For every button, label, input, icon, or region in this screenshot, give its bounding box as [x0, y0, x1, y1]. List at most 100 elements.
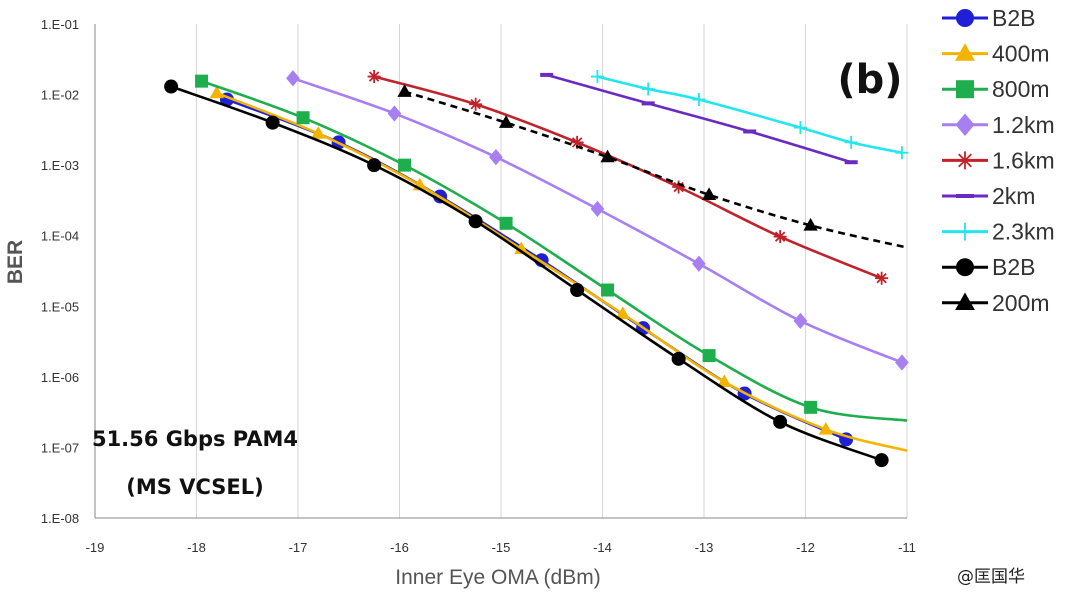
series-line — [201, 79, 908, 422]
y-tick-label: 1.E-07 — [41, 440, 79, 455]
y-tick-label: 1.E-08 — [41, 511, 79, 526]
legend-marker — [956, 222, 974, 241]
axes: -19 -18 -17 -16 -15 -14 -13 -12 -11 1.E-08 1.E-07 1… — [41, 17, 916, 555]
data-point — [773, 414, 788, 429]
legend-entry-4: 1.6km — [942, 147, 1055, 173]
data-point — [498, 115, 514, 128]
x-tick-label: -15 — [492, 540, 511, 555]
legend-marker — [955, 43, 975, 61]
series-line — [170, 85, 883, 462]
series-3 — [286, 70, 909, 371]
data-point — [804, 400, 818, 414]
legend-label: 2km — [992, 183, 1035, 209]
y-tick-label: 1.E-01 — [41, 17, 79, 32]
data-point — [803, 217, 818, 231]
data-point — [743, 129, 757, 134]
data-point — [717, 374, 732, 388]
data-point — [895, 146, 909, 160]
data-point — [844, 160, 858, 165]
data-point — [311, 126, 326, 139]
legend-entry-7: B2B — [942, 254, 1035, 280]
data-point — [367, 158, 382, 173]
legend-marker — [955, 292, 975, 310]
data-point — [875, 271, 889, 285]
legend-label: 1.2km — [992, 112, 1055, 138]
series-5 — [540, 72, 858, 165]
data-point — [540, 72, 554, 77]
data-point — [209, 85, 224, 99]
data-point — [601, 283, 615, 297]
annotation-line-2: (MS VCSEL) — [126, 475, 263, 499]
data-point — [164, 79, 179, 94]
y-tick-label: 1.E-04 — [41, 229, 79, 244]
x-tick-label: -17 — [289, 540, 308, 555]
x-tick-label: -12 — [796, 540, 815, 555]
x-axis-title: Inner Eye OMA (dBm) — [395, 566, 600, 589]
data-point — [469, 97, 483, 111]
data-point — [265, 115, 280, 130]
data-point — [773, 230, 787, 244]
data-point — [701, 187, 717, 200]
data-point — [793, 121, 807, 135]
x-tick-label: -11 — [898, 540, 916, 555]
legend-marker — [956, 151, 974, 170]
x-tick-label: -19 — [86, 540, 105, 555]
legend-entry-1: 400m — [942, 41, 1050, 67]
y-tick-label: 1.E-05 — [41, 299, 79, 314]
data-point — [398, 158, 412, 172]
series-6 — [590, 70, 909, 160]
data-point — [570, 135, 584, 149]
y-tick-label: 1.E-02 — [41, 88, 79, 103]
legend-entry-5: 2km — [942, 183, 1035, 209]
data-point — [874, 453, 889, 468]
annotation-line-1: 51.56 Gbps PAM4 — [92, 427, 298, 451]
legend-marker — [956, 258, 974, 277]
data-point — [641, 101, 655, 106]
data-point — [600, 149, 615, 163]
data-point — [672, 180, 686, 194]
data-point — [702, 349, 716, 363]
data-point — [671, 351, 686, 366]
data-point — [499, 216, 513, 230]
grid — [94, 24, 908, 518]
data-point — [489, 148, 503, 166]
x-tick-label: -13 — [695, 540, 714, 555]
data-point — [514, 241, 529, 255]
data-point — [818, 421, 833, 435]
series-layer — [164, 70, 909, 468]
data-point — [296, 111, 310, 125]
y-tick-label: 1.E-03 — [41, 158, 79, 173]
data-point — [590, 70, 604, 84]
legend-entry-8: 200m — [942, 290, 1050, 316]
x-tick-label: -18 — [187, 540, 206, 555]
legend-marker — [956, 9, 974, 27]
data-point — [468, 214, 483, 229]
legend-label: 1.6km — [992, 147, 1055, 173]
series-line — [216, 91, 908, 452]
data-point — [692, 93, 706, 107]
legend-label: 400m — [992, 41, 1050, 67]
watermark: @匡国华 — [957, 567, 1025, 587]
y-tick-label: 1.E-06 — [41, 370, 79, 385]
series-2 — [195, 74, 908, 422]
series-8 — [397, 84, 908, 249]
series-7 — [164, 79, 889, 468]
legend-entry-2: 800m — [942, 76, 1050, 102]
x-tick-label: -16 — [390, 540, 409, 555]
data-point — [844, 135, 858, 149]
data-point — [195, 74, 209, 88]
legend-entry-6: 2.3km — [942, 219, 1055, 245]
data-point — [615, 306, 630, 320]
data-point — [590, 200, 605, 218]
data-point — [570, 283, 585, 298]
data-point — [387, 105, 402, 122]
legend-label: B2B — [992, 254, 1035, 280]
data-point — [641, 82, 655, 96]
data-point — [397, 84, 412, 97]
legend-label: 2.3km — [992, 219, 1055, 245]
legend-entry-3: 1.2km — [942, 112, 1055, 138]
data-point — [895, 354, 909, 371]
panel-label: (b) — [837, 57, 902, 103]
legend-marker — [955, 113, 975, 137]
